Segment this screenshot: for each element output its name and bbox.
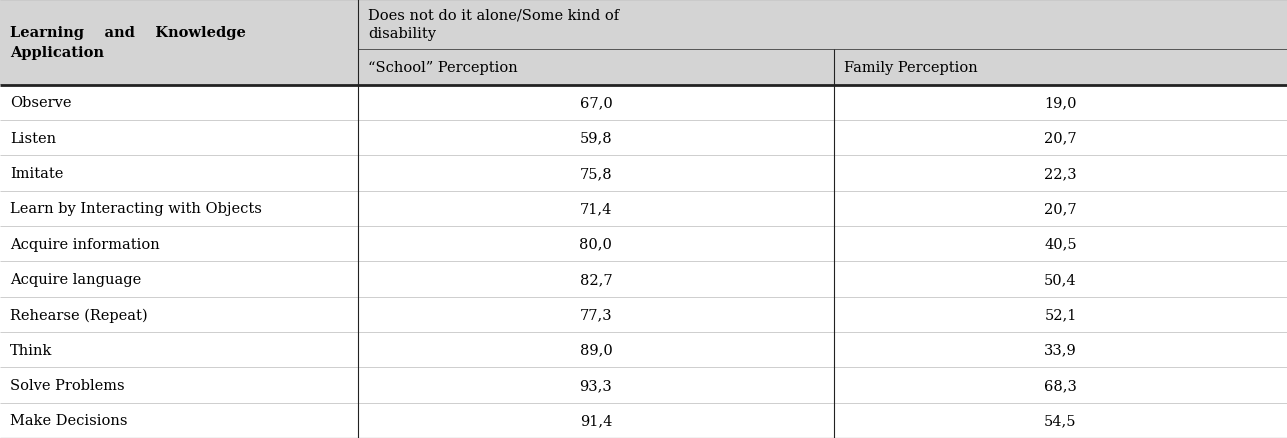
Bar bbox=[0, 85, 358, 121]
Text: Solve Problems: Solve Problems bbox=[10, 378, 125, 392]
Bar bbox=[358, 403, 834, 438]
Bar bbox=[358, 156, 834, 191]
Bar bbox=[0, 262, 358, 297]
Bar bbox=[358, 0, 1287, 49]
Text: 68,3: 68,3 bbox=[1044, 378, 1077, 392]
Text: Make Decisions: Make Decisions bbox=[10, 413, 127, 427]
Text: 71,4: 71,4 bbox=[579, 202, 613, 216]
Bar bbox=[0, 156, 358, 191]
Text: Think: Think bbox=[10, 343, 53, 357]
Bar bbox=[358, 226, 834, 262]
Text: Imitate: Imitate bbox=[10, 166, 63, 180]
Text: 54,5: 54,5 bbox=[1044, 413, 1077, 427]
Bar bbox=[358, 262, 834, 297]
Bar bbox=[358, 367, 834, 403]
Text: 52,1: 52,1 bbox=[1044, 307, 1077, 321]
Bar bbox=[834, 262, 1287, 297]
Bar bbox=[834, 332, 1287, 367]
Text: 59,8: 59,8 bbox=[579, 131, 613, 145]
Bar bbox=[834, 121, 1287, 156]
Bar bbox=[834, 49, 1287, 85]
Bar bbox=[0, 367, 358, 403]
Text: Acquire information: Acquire information bbox=[10, 237, 160, 251]
Text: 67,0: 67,0 bbox=[579, 96, 613, 110]
Text: 80,0: 80,0 bbox=[579, 237, 613, 251]
Text: 19,0: 19,0 bbox=[1044, 96, 1077, 110]
Bar bbox=[0, 297, 358, 332]
Text: Observe: Observe bbox=[10, 96, 72, 110]
Bar bbox=[834, 226, 1287, 262]
Text: “School” Perception: “School” Perception bbox=[368, 60, 517, 74]
Text: 40,5: 40,5 bbox=[1044, 237, 1077, 251]
Bar bbox=[0, 121, 358, 156]
Bar bbox=[0, 0, 358, 85]
Text: Does not do it alone/Some kind of
disability: Does not do it alone/Some kind of disabi… bbox=[368, 9, 619, 41]
Bar bbox=[358, 332, 834, 367]
Bar bbox=[834, 403, 1287, 438]
Text: Learning    and    Knowledge
Application: Learning and Knowledge Application bbox=[10, 26, 246, 60]
Text: 93,3: 93,3 bbox=[579, 378, 613, 392]
Bar bbox=[834, 367, 1287, 403]
Text: 77,3: 77,3 bbox=[579, 307, 613, 321]
Bar bbox=[834, 297, 1287, 332]
Bar bbox=[0, 191, 358, 226]
Text: 82,7: 82,7 bbox=[579, 272, 613, 286]
Text: 89,0: 89,0 bbox=[579, 343, 613, 357]
Bar bbox=[358, 49, 834, 85]
Text: 75,8: 75,8 bbox=[579, 166, 613, 180]
Bar bbox=[358, 297, 834, 332]
Text: Rehearse (Repeat): Rehearse (Repeat) bbox=[10, 307, 148, 322]
Bar bbox=[834, 85, 1287, 121]
Bar bbox=[834, 156, 1287, 191]
Text: 20,7: 20,7 bbox=[1044, 202, 1077, 216]
Text: Learn by Interacting with Objects: Learn by Interacting with Objects bbox=[10, 202, 263, 216]
Text: 91,4: 91,4 bbox=[579, 413, 613, 427]
Bar bbox=[834, 191, 1287, 226]
Bar bbox=[0, 403, 358, 438]
Bar bbox=[358, 121, 834, 156]
Text: 33,9: 33,9 bbox=[1044, 343, 1077, 357]
Bar bbox=[358, 191, 834, 226]
Text: 50,4: 50,4 bbox=[1044, 272, 1077, 286]
Text: 20,7: 20,7 bbox=[1044, 131, 1077, 145]
Bar bbox=[0, 332, 358, 367]
Text: 22,3: 22,3 bbox=[1044, 166, 1077, 180]
Text: Family Perception: Family Perception bbox=[844, 60, 978, 74]
Bar bbox=[0, 226, 358, 262]
Text: Acquire language: Acquire language bbox=[10, 272, 142, 286]
Bar bbox=[358, 85, 834, 121]
Text: Listen: Listen bbox=[10, 131, 57, 145]
